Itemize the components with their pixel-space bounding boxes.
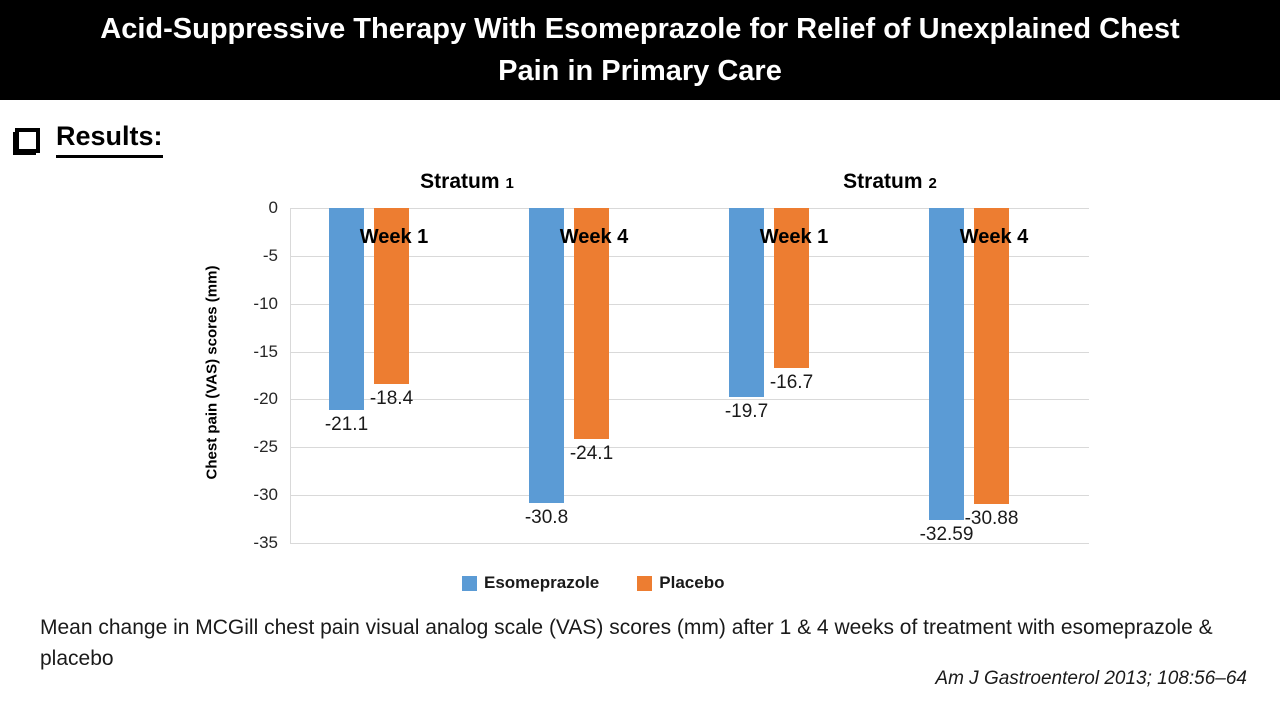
y-tick-label: -10 [253, 293, 278, 313]
slide-title-bar: Acid-Suppressive Therapy With Esomeprazo… [0, 0, 1280, 100]
y-tick-label: -25 [253, 437, 278, 457]
bar-value-label: -16.7 [769, 371, 814, 393]
bar-value-label: -24.1 [569, 442, 614, 464]
y-tick-label: -20 [253, 389, 278, 409]
legend-label-esomeprazole: Esomeprazole [484, 573, 600, 592]
results-label: Results: [56, 121, 163, 158]
esomeprazole-bar [929, 208, 964, 520]
stratum-label: Stratum 2 [800, 170, 980, 194]
gridline [290, 351, 1089, 353]
square-bullet-icon [15, 128, 40, 153]
bar-value-label: -21.1 [324, 413, 369, 435]
legend-label-placebo: Placebo [659, 573, 725, 592]
y-axis-line [290, 208, 291, 543]
placebo-swatch-icon [637, 575, 653, 591]
citation: Am J Gastroenterol 2013; 108:56–64 [935, 668, 1247, 689]
legend-item-placebo: Placebo [637, 573, 724, 593]
y-tick-label: -35 [253, 532, 278, 552]
slide-title-line-2: Pain in Primary Care [498, 55, 782, 87]
y-tick-label: -30 [253, 485, 278, 505]
bar-value-label: -32.59 [919, 523, 974, 545]
gridline [290, 495, 1089, 497]
gridline [290, 542, 1089, 544]
y-tick-label: -5 [262, 245, 278, 265]
bar-value-label: -18.4 [369, 388, 414, 410]
stratum-number: 1 [505, 175, 514, 192]
gridline [290, 255, 1089, 257]
week-label: Week 4 [959, 226, 1029, 248]
gridline [290, 399, 1089, 401]
gridline [290, 208, 1089, 209]
bar-value-label: -30.8 [524, 506, 569, 528]
y-tick-label: -15 [253, 341, 278, 361]
legend-item-esomeprazole: Esomeprazole [462, 573, 599, 593]
bar-value-label: -19.7 [724, 400, 769, 422]
esomeprazole-bar [329, 208, 364, 410]
y-axis-title: Chest pain (VAS) scores (mm) [203, 265, 221, 480]
placebo-bar [974, 208, 1009, 504]
slide-title: Acid-Suppressive Therapy With Esomeprazo… [100, 8, 1179, 92]
bar-value-label: -30.88 [964, 507, 1019, 529]
placebo-bar [774, 208, 809, 368]
gridline [290, 303, 1089, 305]
results-heading: Results: [15, 121, 163, 158]
esomeprazole-bar [729, 208, 764, 397]
week-label: Week 4 [559, 226, 629, 248]
week-label: Week 1 [359, 226, 429, 248]
gridline [290, 447, 1089, 449]
esomeprazole-bar [529, 208, 564, 503]
esomeprazole-swatch-icon [462, 575, 477, 591]
stratum-label: Stratum 1 [377, 170, 557, 194]
placebo-bar [374, 208, 409, 385]
y-tick-label: 0 [268, 198, 278, 217]
placebo-bar [574, 208, 609, 439]
chart-caption: Mean change in MCGill chest pain visual … [40, 616, 1213, 670]
stratum-number: 2 [928, 175, 937, 192]
slide-title-line-1: Acid-Suppressive Therapy With Esomeprazo… [100, 13, 1180, 45]
stratum-word: Stratum [420, 170, 500, 193]
stratum-word: Stratum [843, 170, 923, 193]
chart-legend: Esomeprazole Placebo [462, 573, 724, 593]
week-label: Week 1 [759, 226, 829, 248]
